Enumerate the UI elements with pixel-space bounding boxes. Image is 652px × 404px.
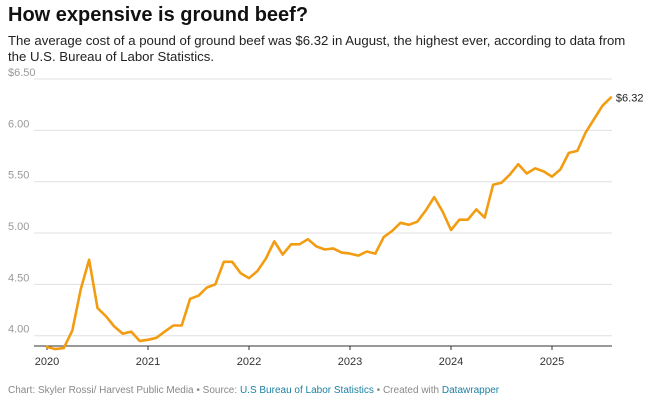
datawrapper-link[interactable]: Datawrapper: [441, 385, 500, 396]
y-tick-label: 5.50: [8, 170, 29, 182]
x-tick-label: 2021: [136, 356, 160, 368]
x-tick-label: 2020: [35, 356, 59, 368]
y-tick-label: 5.00: [8, 221, 29, 233]
x-tick-label: 2023: [338, 356, 362, 368]
series-line: [45, 96, 613, 351]
x-tick-label: 2025: [540, 356, 564, 368]
gridlines: [34, 78, 612, 337]
y-tick-label: 4.00: [8, 324, 29, 336]
series-layer: $6.32: [45, 92, 644, 351]
y-axis: 4.00 4.50 5.00 5.50 6.00 $6.50: [8, 67, 36, 336]
source-link[interactable]: U.S Bureau of Labor Statistics: [239, 385, 374, 396]
y-tick-label: 6.00: [8, 118, 29, 130]
chart-title: How expensive is ground beef?: [8, 4, 309, 26]
chart-credit: Chart: Skyler Rossi/ Harvest Public Medi…: [8, 385, 194, 396]
x-tick-label: 2024: [439, 356, 463, 368]
tool-separator: • Created with: [373, 385, 442, 396]
chart-subtitle: The average cost of a pound of ground be…: [8, 33, 626, 64]
y-tick-label: $6.50: [8, 67, 36, 79]
chart-footer: Chart: Skyler Rossi/ Harvest Public Medi…: [8, 385, 499, 396]
x-tick-label: 2022: [237, 356, 261, 368]
source-separator: • Source:: [193, 385, 240, 396]
line-chart: 4.004.505.005.506.00$6.50 2020 2021 2022 20…: [8, 67, 644, 368]
series-end-label: $6.32: [616, 92, 644, 104]
y-tick-label: 4.50: [8, 272, 29, 284]
x-axis: 2020 2021 2022 2023 2024 2025: [35, 346, 564, 368]
